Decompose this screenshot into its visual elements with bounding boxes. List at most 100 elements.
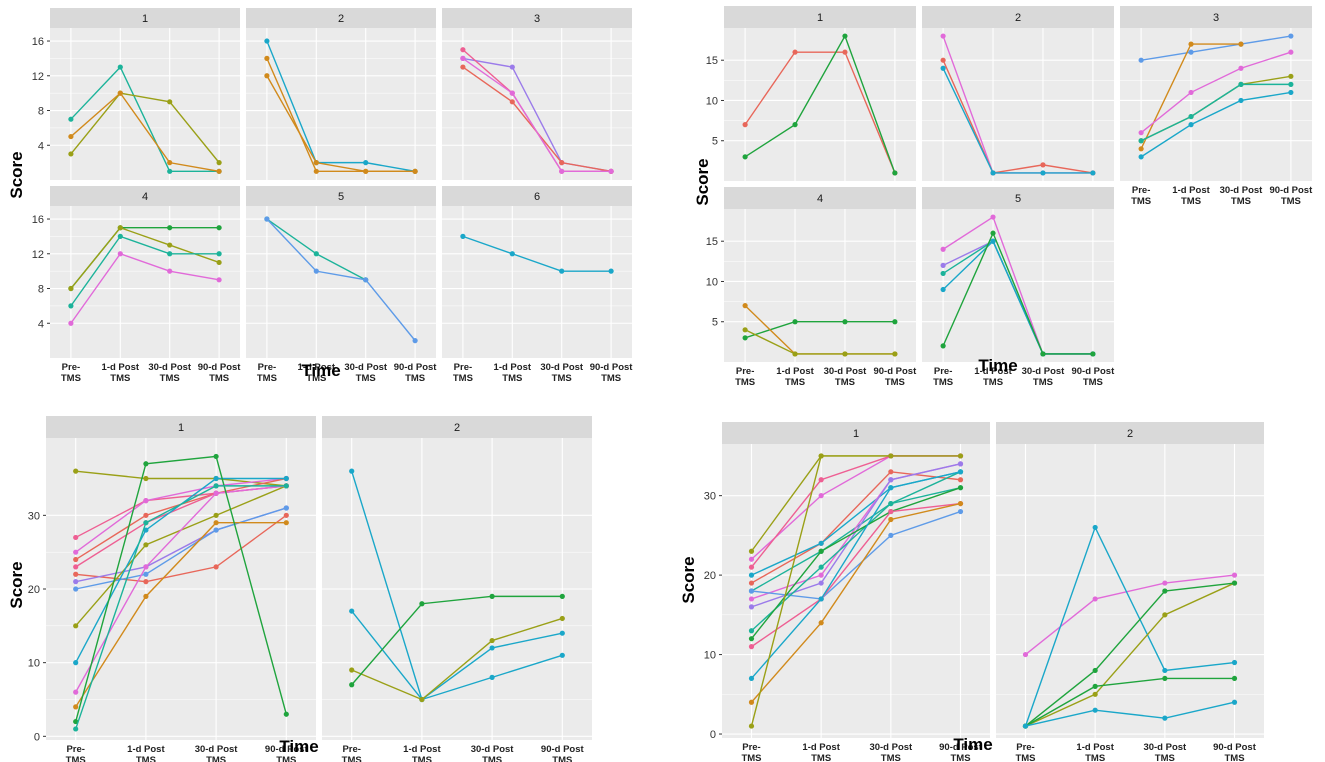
data-point <box>1090 351 1096 357</box>
data-point <box>818 620 824 626</box>
x-tick-label: 30-d Post TMS <box>344 362 388 384</box>
data-point <box>213 483 219 489</box>
series-line <box>351 610 563 701</box>
data-point <box>460 64 466 70</box>
series-line <box>942 231 1093 355</box>
series-line <box>351 617 563 701</box>
data-point <box>363 160 369 166</box>
y-tick-label: 12 <box>32 249 44 261</box>
data-point <box>559 160 565 166</box>
y-tick-label: 30 <box>704 491 716 503</box>
data-point <box>216 225 222 231</box>
data-point <box>143 520 149 526</box>
data-point <box>143 498 149 504</box>
data-point <box>818 564 824 570</box>
series-line <box>1025 582 1235 727</box>
data-point <box>990 238 996 244</box>
facet-panel-1: 1 <box>46 416 316 740</box>
data-point <box>73 704 79 710</box>
data-point <box>489 645 495 651</box>
data-point <box>73 660 79 666</box>
data-point <box>313 251 319 257</box>
facet-panel-1: 1 <box>722 422 990 738</box>
series-line <box>266 40 416 173</box>
y-axis-title: Score <box>7 561 26 608</box>
facet-strip-label: 3 <box>1213 12 1219 24</box>
data-point <box>143 475 149 482</box>
data-point <box>742 122 748 128</box>
data-point <box>888 477 894 483</box>
data-point <box>1090 170 1096 176</box>
series-line <box>75 485 287 730</box>
facet-strip <box>246 8 436 28</box>
series-line <box>1025 582 1235 727</box>
x-axis-title: Time <box>953 735 992 754</box>
x-tick-label: 1-d Post TMS <box>1076 742 1114 762</box>
x-tick-label: 1-d Post TMS <box>776 366 814 385</box>
data-point <box>264 38 270 44</box>
data-point <box>509 251 515 257</box>
series-line <box>744 51 896 174</box>
facet-strip-label: 3 <box>534 13 540 25</box>
data-point <box>283 483 289 489</box>
series-line <box>75 477 287 553</box>
data-point <box>509 64 515 70</box>
x-tick-label: 30-d Post TMS <box>471 744 515 762</box>
data-point <box>460 55 466 62</box>
data-point <box>1138 146 1144 152</box>
data-point <box>957 508 964 515</box>
panel-background <box>922 28 1114 181</box>
data-point <box>842 351 848 357</box>
data-point <box>1188 122 1194 128</box>
x-tick-label: Pre-TMS <box>61 362 81 384</box>
data-point <box>419 601 425 607</box>
data-point <box>1238 81 1244 87</box>
data-point <box>1162 588 1168 594</box>
series-line <box>70 92 220 173</box>
data-point <box>940 262 946 268</box>
panel-background <box>246 206 436 358</box>
data-point <box>283 505 289 511</box>
data-point <box>460 47 466 53</box>
series-line <box>751 471 961 584</box>
series-line <box>462 235 612 272</box>
data-point <box>117 64 123 70</box>
y-tick-label: 5 <box>712 317 718 329</box>
facet-strip <box>246 186 436 206</box>
data-point <box>264 55 270 62</box>
data-point <box>167 160 173 166</box>
data-point <box>349 468 355 474</box>
series-line <box>744 34 896 174</box>
data-point <box>748 580 755 586</box>
data-point <box>842 33 848 39</box>
data-point <box>143 512 149 518</box>
x-tick-label: Pre-TMS <box>66 744 86 762</box>
x-tick-label: Pre-TMS <box>342 744 362 762</box>
data-point <box>608 268 614 274</box>
x-tick-label: 1-d Post TMS <box>1172 185 1210 207</box>
data-point <box>313 160 319 166</box>
data-point <box>73 564 79 570</box>
x-tick-label: 90-d Post TMS <box>198 362 242 384</box>
data-point <box>559 630 565 636</box>
data-point <box>412 168 418 174</box>
data-point <box>792 122 798 128</box>
x-tick-label: 90-d Post TMS <box>873 366 917 385</box>
x-tick-label: Pre-TMS <box>933 366 953 385</box>
data-point <box>1231 580 1238 586</box>
series-line <box>750 455 961 727</box>
data-point <box>742 154 748 160</box>
data-point <box>412 338 418 344</box>
facet-strip <box>922 6 1114 28</box>
data-point <box>940 343 946 349</box>
x-tick-label: Pre-TMS <box>1015 742 1035 762</box>
series-line <box>751 487 961 632</box>
series-line <box>1141 35 1291 61</box>
data-point <box>73 571 79 577</box>
x-tick-label: 90-d Post TMS <box>939 742 983 762</box>
data-point <box>68 285 74 292</box>
facet-panel-2: 2 <box>922 6 1114 181</box>
data-point <box>888 508 894 515</box>
x-tick-label: 30-d Post TMS <box>869 742 913 762</box>
data-point <box>1040 351 1046 357</box>
